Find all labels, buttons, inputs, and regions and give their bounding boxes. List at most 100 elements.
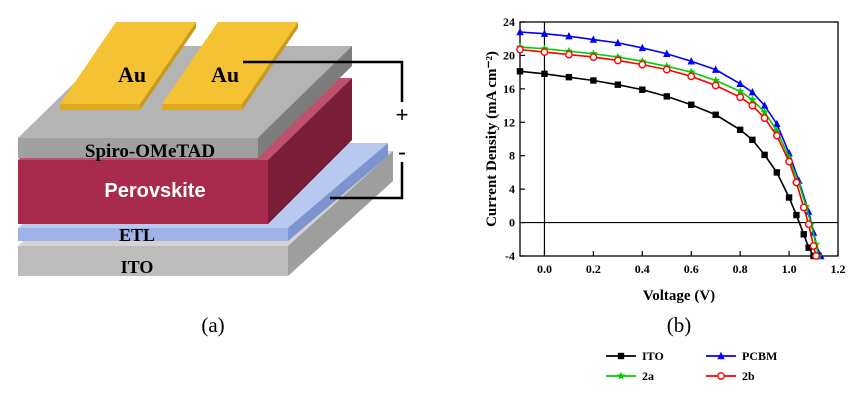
data-point-ito: [688, 101, 695, 108]
series-ito: [516, 68, 822, 260]
y-tick-label: 12: [503, 115, 515, 129]
data-point-ito: [785, 194, 793, 201]
x-tick-label: 0.4: [635, 262, 650, 276]
etl-layer-side: [288, 143, 388, 241]
data-point-2b: [748, 101, 757, 110]
spiro-layer-front: [18, 138, 258, 158]
data-point-2a: [748, 95, 757, 104]
data-point-ito: [749, 136, 756, 144]
data-point-ito: [800, 231, 807, 238]
data-point-2b: [613, 56, 622, 65]
au-electrode-right-side: [242, 22, 298, 110]
data-point-ito: [565, 73, 573, 81]
y-tick-label: 16: [503, 82, 515, 96]
data-point-ito: [516, 68, 524, 75]
legend-label: 2a: [642, 369, 654, 383]
data-point-2b: [792, 178, 801, 187]
au-electrode-right-front: [162, 104, 242, 110]
data-point-ito: [541, 70, 548, 78]
series-layer: [515, 27, 825, 260]
data-point-2b: [589, 53, 598, 61]
y-tick-label: 24: [503, 15, 515, 29]
x-tick-label: 0.6: [684, 262, 699, 276]
data-point-2b: [638, 60, 647, 69]
perovskite-label: Perovskite: [104, 180, 205, 202]
data-point-pcbm: [748, 88, 757, 96]
y-tick-label: -4: [505, 249, 515, 263]
data-point-pcbm: [773, 119, 781, 128]
data-point-ito: [805, 244, 812, 251]
legend-label: ITO: [642, 349, 664, 363]
series-pcbm: [516, 27, 825, 260]
au-right-label: Au: [211, 62, 239, 87]
data-point-pcbm: [589, 35, 598, 43]
caption-b: (b): [667, 313, 692, 337]
y-axis-label: Current Density (mA cm⁻²): [484, 51, 500, 227]
data-point-2b: [516, 45, 524, 54]
legend-label: PCBM: [742, 349, 777, 363]
data-point-2b: [772, 131, 781, 140]
legend-entry-2a: 2a: [606, 369, 654, 383]
legend-swatch-marker: [616, 371, 626, 380]
reference-lines: [520, 22, 838, 256]
spiro-layer-side: [258, 46, 352, 158]
spiro-label: Spiro-OMeTAD: [85, 141, 215, 162]
data-point-2b: [540, 48, 549, 56]
wire-negative: [330, 162, 404, 200]
au-left-label: Au: [118, 62, 146, 87]
ito-label: ITO: [121, 257, 154, 277]
data-point-ito: [793, 211, 800, 219]
legend-entry-2b: 2b: [706, 369, 755, 383]
data-point-ito: [761, 151, 768, 159]
ito-layer-front: [18, 246, 288, 276]
data-point-ito: [773, 169, 781, 176]
legend-entry-ito: ITO: [606, 349, 664, 363]
data-point-pcbm: [565, 32, 573, 40]
etl-layer-front: [18, 228, 288, 241]
etl-label: ETL: [119, 225, 155, 245]
data-point-pcbm: [687, 57, 695, 65]
legend-swatch-marker: [717, 351, 725, 360]
data-point-pcbm: [516, 27, 524, 36]
jv-chart: 0.0 0.2 0.4 0.6 0.8 1.0 1.2 -4 0 4 8 12 16 20 24 Volta…: [484, 15, 846, 383]
data-point-2b: [812, 252, 820, 260]
au-electrode-left-side: [140, 22, 196, 110]
series-2a: [515, 42, 823, 260]
x-tick-label: 0.2: [586, 262, 601, 276]
au-electrode-left-top: [60, 22, 196, 104]
data-point-pcbm: [711, 65, 720, 73]
data-point-2b: [804, 220, 813, 229]
caption-a: (a): [201, 313, 224, 337]
au-electrode-left-front: [60, 104, 140, 110]
data-point-ito: [614, 81, 622, 88]
data-point-2b: [809, 242, 818, 250]
y-tick-label: 4: [509, 182, 515, 196]
x-tick-label: 1.2: [831, 262, 846, 276]
data-point-2b: [785, 157, 793, 166]
device-schematic: Au Au Spiro-OMeTAD Perovskite ETL ITO + …: [18, 22, 408, 277]
terminal-minus: -: [398, 139, 406, 166]
wire-positive: [243, 60, 404, 102]
data-point-pcbm: [663, 49, 671, 57]
x-tick-label: 0.0: [537, 262, 552, 276]
data-point-2b: [662, 65, 671, 74]
series-line-2a: [519, 46, 820, 257]
axis-ticks: 0.0 0.2 0.4 0.6 0.8 1.0 1.2 -4 0 4 8 12 16 20 24: [503, 15, 846, 276]
legend-swatch-marker: [617, 352, 625, 360]
data-point-pcbm: [804, 207, 813, 215]
data-point-pcbm: [736, 79, 744, 88]
y-tick-label: 8: [509, 149, 515, 163]
terminal-plus: +: [396, 102, 409, 127]
data-point-ito: [736, 126, 744, 134]
data-point-pcbm: [760, 101, 769, 109]
legend-label: 2b: [742, 369, 755, 383]
perovskite-layer-side: [268, 78, 352, 224]
data-point-2b: [711, 81, 720, 90]
legend-swatch-marker: [717, 372, 725, 380]
perovskite-layer-front: [18, 160, 268, 224]
data-point-2b: [565, 50, 573, 59]
data-point-ito: [712, 111, 719, 118]
data-point-2b: [687, 72, 696, 81]
data-point-pcbm: [540, 29, 549, 37]
